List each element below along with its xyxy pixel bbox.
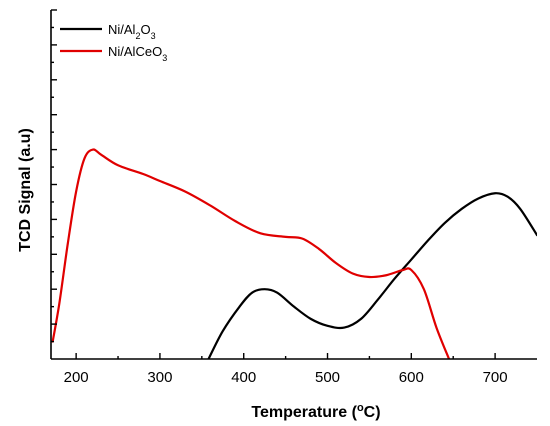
y-axis-label: TCD Signal (a.u) — [17, 128, 34, 252]
x-tick-label: 700 — [483, 369, 508, 386]
series-line-ni-alceo3 — [51, 148, 451, 359]
x-axis-label: Temperature (oC) — [251, 402, 380, 421]
x-axis-label-end: C) — [364, 404, 381, 421]
series-layer — [51, 148, 537, 359]
x-axis-label-main: Temperature ( — [251, 404, 357, 421]
legend-label: Ni/Al2O3 — [108, 22, 156, 41]
ticks-layer: 200 300 400 500 600 700 — [51, 9, 508, 386]
x-axis-label-superscript: o — [357, 402, 364, 414]
x-tick-label: 600 — [399, 369, 424, 386]
x-tick-label: 500 — [315, 369, 340, 386]
legend: Ni/Al2O3 Ni/AlCeO3 — [60, 22, 167, 63]
legend-label: Ni/AlCeO3 — [108, 44, 167, 63]
x-tick-label: 200 — [64, 369, 89, 386]
x-tick-label: 400 — [231, 369, 256, 386]
series-line-ni-al2o3 — [207, 192, 537, 359]
labels-layer: TCD Signal (a.u) Temperature (oC) — [17, 128, 381, 421]
x-tick-label: 300 — [147, 369, 172, 386]
